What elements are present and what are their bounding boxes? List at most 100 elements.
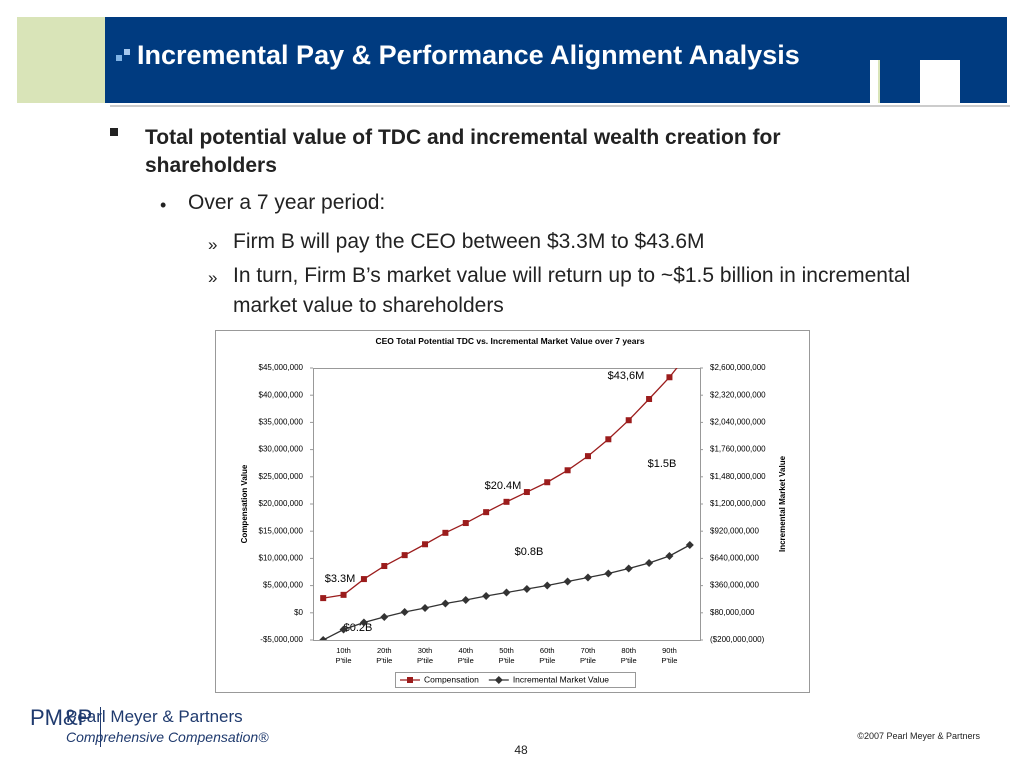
y-tick-label: $35,000,000 (259, 418, 304, 427)
marker (339, 625, 348, 634)
x-tick-label: 20th P'tile (376, 646, 392, 665)
x-tick-label: 50th P'tile (498, 646, 514, 665)
marker (563, 577, 572, 586)
marker (401, 552, 408, 559)
y-axis-title: Compensation Value (240, 464, 249, 543)
y2-tick-label: $2,320,000,000 (710, 390, 766, 399)
marker (645, 558, 654, 567)
x-tick-label: 90th P'tile (661, 646, 677, 665)
slide-title: Incremental Pay & Performance Alignment … (137, 40, 800, 70)
marker (422, 541, 429, 548)
y-tick-label: $25,000,000 (259, 472, 304, 481)
y2-tick-label: $1,760,000,000 (710, 445, 766, 454)
y-tick-label: $40,000,000 (259, 390, 304, 399)
y2-tick-label: ($200,000,000) (710, 635, 765, 644)
marker (340, 591, 347, 598)
chart-frame (215, 330, 810, 693)
y-tick-label: $5,000,000 (263, 581, 304, 590)
marker (665, 551, 674, 560)
bullet-text: Over a 7 year period: (188, 191, 386, 214)
marker (605, 436, 612, 443)
bullet: • (160, 195, 166, 215)
marker (564, 467, 571, 474)
marker (482, 591, 491, 600)
y-tick-label: $20,000,000 (259, 499, 304, 508)
y2-tick-label: $2,040,000,000 (710, 418, 766, 427)
bullet-text: Total potential value of TDC and increme… (145, 126, 781, 177)
x-tick-label: 80th P'tile (621, 646, 637, 665)
marker (494, 676, 503, 684)
marker (523, 489, 530, 496)
title-icon (116, 55, 122, 61)
y-tick-label: -$5,000,000 (260, 635, 303, 644)
y2-tick-label: $1,480,000,000 (710, 472, 766, 481)
marker (483, 509, 490, 516)
marker (502, 588, 511, 597)
annotation: $3.3M (325, 573, 356, 585)
plot (319, 368, 694, 640)
y2-tick-label: $920,000,000 (710, 526, 759, 535)
marker (503, 498, 510, 505)
annotation: $20.4M (485, 480, 522, 492)
y2-tick-label: $360,000,000 (710, 581, 759, 590)
title-icon (124, 49, 130, 55)
y-tick-label: $15,000,000 (259, 526, 304, 535)
header-bar (105, 17, 870, 103)
header-checks (870, 17, 1007, 103)
marker (461, 595, 470, 604)
marker (625, 417, 632, 424)
marker (522, 585, 531, 593)
logo-tag: Comprehensive Compensation® (66, 729, 269, 745)
marker (685, 540, 694, 549)
annotation: $43,6M (608, 370, 645, 382)
bullet-text: In turn, Firm B’s market value will retu… (233, 264, 911, 317)
marker (407, 677, 413, 683)
marker (604, 569, 613, 578)
x-tick-label: 10th P'tile (336, 646, 352, 665)
marker (359, 618, 368, 627)
marker (583, 573, 592, 582)
bullet: » (208, 268, 217, 287)
divider (110, 105, 1010, 107)
x-tick-label: 70th P'tile (580, 646, 596, 665)
y2-tick-label: $640,000,000 (710, 554, 759, 563)
marker (441, 599, 450, 608)
marker (584, 453, 591, 460)
legend-label: Compensation (424, 674, 479, 684)
annotation: $0.8B (515, 546, 544, 558)
marker (319, 636, 328, 640)
page-number: 48 (514, 743, 528, 757)
annotation: $1.5B (648, 458, 677, 470)
marker (442, 529, 449, 536)
copyright: ©2007 Pearl Meyer & Partners (857, 731, 980, 741)
logo-name: Pearl Meyer & Partners (66, 707, 243, 726)
y2-tick-label: $1,200,000,000 (710, 499, 766, 508)
chart-title: CEO Total Potential TDC vs. Incremental … (375, 336, 644, 346)
marker (380, 612, 389, 621)
marker (624, 564, 633, 573)
x-tick-label: 60th P'tile (539, 646, 555, 665)
marker (400, 608, 409, 617)
y2-tick-label: $2,600,000,000 (710, 363, 766, 372)
marker (360, 576, 367, 583)
marker (381, 563, 388, 570)
marker (544, 479, 551, 486)
y-tick-label: $0 (294, 608, 303, 617)
y-tick-label: $30,000,000 (259, 445, 304, 454)
marker (646, 396, 653, 403)
bullet: » (208, 235, 217, 254)
logo-mark: PM&P (30, 705, 92, 730)
marker (462, 520, 469, 527)
legend-label: Incremental Market Value (513, 674, 609, 684)
y2-tick-label: $80,000,000 (710, 608, 755, 617)
x-tick-label: 40th P'tile (458, 646, 474, 665)
bullet (110, 128, 118, 136)
marker (543, 581, 552, 590)
x-tick-label: 30th P'tile (417, 646, 433, 665)
header-accent (17, 17, 105, 103)
bullet-text: Firm B will pay the CEO between $3.3M to… (233, 230, 705, 253)
legend-frame (395, 672, 636, 688)
